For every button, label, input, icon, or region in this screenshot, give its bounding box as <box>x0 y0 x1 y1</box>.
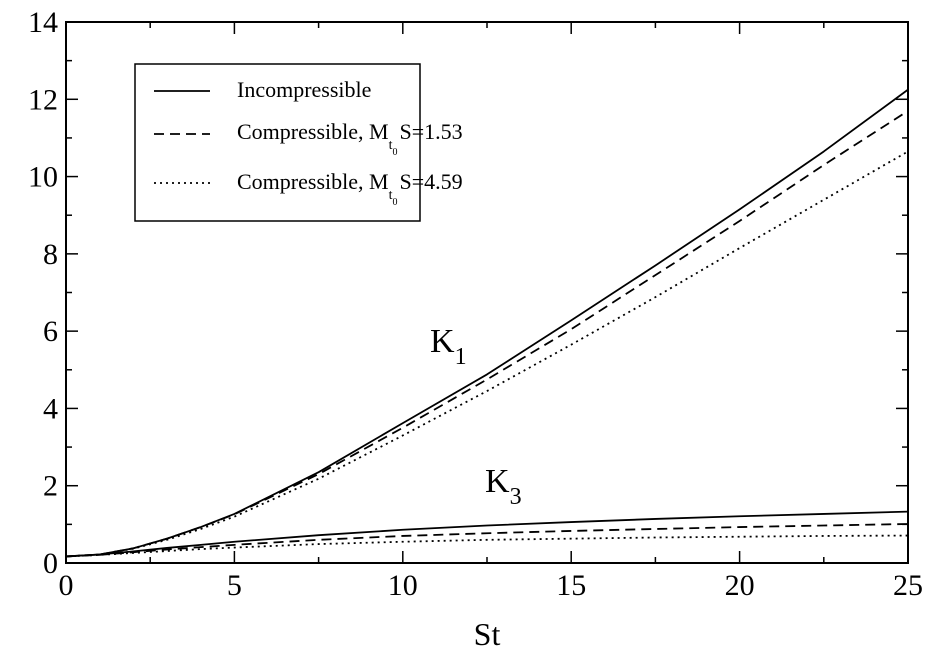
x-tick-label: 5 <box>227 569 242 602</box>
legend-label-incompressible: Incompressible <box>237 77 371 102</box>
legend-label-compressible-1-53: Compressible, Mt0S=1.53 <box>237 119 463 158</box>
y-tick-label: 14 <box>28 6 58 39</box>
x-tick-label: 15 <box>556 569 586 602</box>
series-line-k3-dotted <box>65 534 909 558</box>
annotation-k3: K3 <box>485 463 522 510</box>
x-tick-labels: 0 5 10 15 20 25 <box>59 569 924 602</box>
axis-ticks <box>65 21 909 564</box>
x-axis-title: St <box>474 616 501 652</box>
series-lines <box>65 88 909 558</box>
x-tick-label: 20 <box>725 569 755 602</box>
series-line-k1-dotted <box>65 150 909 558</box>
y-tick-label: 8 <box>43 238 58 271</box>
annotation-k1: K1 <box>430 323 467 370</box>
y-tick-label: 10 <box>28 161 58 194</box>
legend: Incompressible Compressible, Mt0S=1.53 C… <box>134 63 463 222</box>
y-tick-labels: 0 2 4 6 8 10 12 14 <box>28 6 58 580</box>
y-tick-label: 2 <box>43 470 58 503</box>
legend-label-compressible-4-59: Compressible, Mt0S=4.59 <box>237 169 463 208</box>
y-tick-label: 4 <box>43 392 58 425</box>
x-tick-label: 25 <box>893 569 923 602</box>
y-tick-label: 6 <box>43 315 58 348</box>
x-tick-label: 0 <box>59 569 74 602</box>
y-tick-label: 12 <box>28 83 58 116</box>
x-tick-label: 10 <box>388 569 418 602</box>
y-tick-label: 0 <box>43 547 58 580</box>
